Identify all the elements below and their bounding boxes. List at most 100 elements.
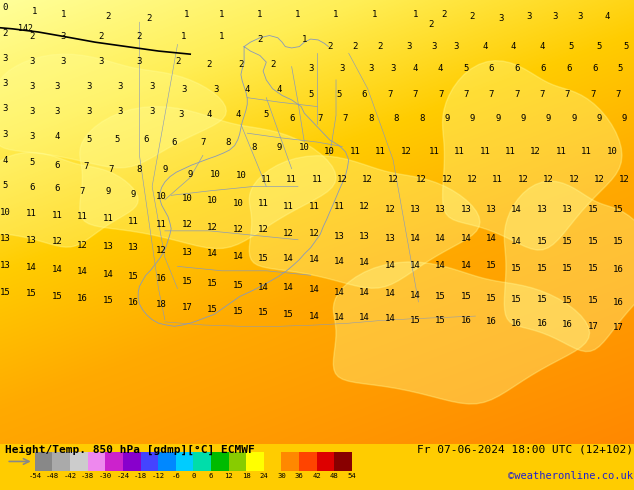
Text: 12: 12 — [207, 223, 217, 232]
Text: 11: 11 — [556, 147, 566, 156]
Text: 15: 15 — [613, 238, 623, 246]
Text: 3: 3 — [150, 82, 155, 91]
Text: 14: 14 — [359, 258, 370, 268]
Polygon shape — [0, 152, 138, 247]
Text: 10: 10 — [233, 199, 243, 208]
Text: 14: 14 — [385, 261, 395, 270]
Text: 1: 1 — [219, 10, 224, 19]
Text: 11: 11 — [77, 212, 87, 221]
Text: 14: 14 — [512, 205, 522, 214]
Text: 6: 6 — [514, 64, 519, 74]
Text: 8: 8 — [226, 139, 231, 147]
Text: 10: 10 — [210, 170, 221, 178]
Text: 7: 7 — [616, 90, 621, 98]
Text: 5: 5 — [568, 42, 573, 51]
Text: 11: 11 — [128, 217, 138, 225]
Text: 14: 14 — [385, 290, 395, 298]
Text: 15: 15 — [103, 296, 113, 305]
Text: 1: 1 — [219, 32, 224, 41]
Text: 14: 14 — [52, 266, 62, 274]
Text: 14: 14 — [103, 270, 113, 279]
Text: 14: 14 — [207, 249, 217, 258]
Text: 3: 3 — [340, 64, 345, 74]
Text: 13: 13 — [537, 205, 547, 214]
Text: 3: 3 — [3, 54, 8, 63]
Text: 15: 15 — [27, 290, 37, 298]
Text: 13: 13 — [486, 205, 496, 214]
Text: 142: 142 — [18, 24, 33, 33]
Text: 2: 2 — [257, 35, 262, 44]
Text: ©weatheronline.co.uk: ©weatheronline.co.uk — [508, 471, 633, 481]
Text: 9: 9 — [521, 115, 526, 123]
Text: 15: 15 — [258, 254, 268, 263]
Polygon shape — [249, 156, 480, 288]
Text: 15: 15 — [410, 316, 420, 325]
Text: 13: 13 — [359, 232, 370, 241]
Text: -38: -38 — [81, 473, 94, 479]
Text: 15: 15 — [588, 238, 598, 246]
Text: 14: 14 — [461, 234, 471, 244]
Text: 9: 9 — [276, 143, 281, 152]
Text: 17: 17 — [182, 303, 192, 312]
Text: 11: 11 — [258, 199, 268, 208]
Text: 1: 1 — [184, 10, 190, 19]
Text: 12: 12 — [518, 175, 528, 184]
Text: 14: 14 — [309, 312, 319, 320]
Text: 2: 2 — [146, 14, 152, 23]
Text: 14: 14 — [410, 261, 420, 270]
Text: 15: 15 — [461, 292, 471, 301]
Text: 9: 9 — [597, 115, 602, 123]
Text: 15: 15 — [537, 264, 547, 273]
Text: 17: 17 — [588, 322, 598, 331]
Text: 3: 3 — [29, 107, 34, 116]
Text: 2: 2 — [29, 32, 34, 41]
Text: 15: 15 — [52, 292, 62, 301]
Text: 14: 14 — [359, 288, 370, 296]
Text: 15: 15 — [182, 277, 192, 286]
Text: 12: 12 — [401, 147, 411, 156]
Text: 7: 7 — [438, 90, 443, 98]
Text: 11: 11 — [429, 147, 439, 156]
Text: 14: 14 — [283, 254, 294, 263]
Text: 1: 1 — [32, 6, 37, 16]
Text: 3: 3 — [213, 85, 218, 94]
Text: 11: 11 — [103, 214, 113, 223]
Text: 36: 36 — [295, 473, 304, 479]
Text: 11: 11 — [334, 202, 344, 211]
Text: 3: 3 — [552, 12, 557, 22]
Text: 3: 3 — [308, 64, 313, 74]
Text: 16: 16 — [537, 318, 547, 328]
Text: 8: 8 — [251, 143, 256, 152]
Text: Height/Temp. 850 hPa [gdmp][°C] ECMWF: Height/Temp. 850 hPa [gdmp][°C] ECMWF — [5, 445, 255, 455]
Text: 7: 7 — [489, 90, 494, 98]
Text: 54: 54 — [347, 473, 356, 479]
Text: 4: 4 — [3, 156, 8, 165]
Text: 9: 9 — [162, 165, 167, 174]
Bar — [105, 452, 123, 471]
Text: 3: 3 — [137, 57, 142, 66]
Bar — [176, 452, 193, 471]
Text: 3: 3 — [61, 57, 66, 66]
Text: 5: 5 — [29, 158, 34, 167]
Text: 5: 5 — [308, 90, 313, 98]
Text: 6: 6 — [362, 90, 367, 98]
Text: 5: 5 — [3, 181, 8, 190]
Text: 14: 14 — [27, 263, 37, 272]
Text: 15: 15 — [207, 279, 217, 288]
Text: 14: 14 — [334, 257, 344, 266]
Text: 2: 2 — [327, 42, 332, 51]
Text: 4: 4 — [511, 42, 516, 51]
Text: 6: 6 — [540, 64, 545, 74]
Text: 12: 12 — [417, 175, 427, 184]
Text: 3: 3 — [3, 79, 8, 88]
Text: 4: 4 — [438, 64, 443, 74]
Text: 12: 12 — [543, 175, 553, 184]
Text: 7: 7 — [463, 90, 469, 98]
Text: 11: 11 — [350, 147, 360, 156]
Polygon shape — [0, 54, 226, 168]
Text: -42: -42 — [63, 473, 77, 479]
Text: 1: 1 — [257, 10, 262, 19]
Text: 17: 17 — [613, 323, 623, 332]
Text: 6: 6 — [29, 183, 34, 192]
Text: 14: 14 — [436, 261, 446, 270]
